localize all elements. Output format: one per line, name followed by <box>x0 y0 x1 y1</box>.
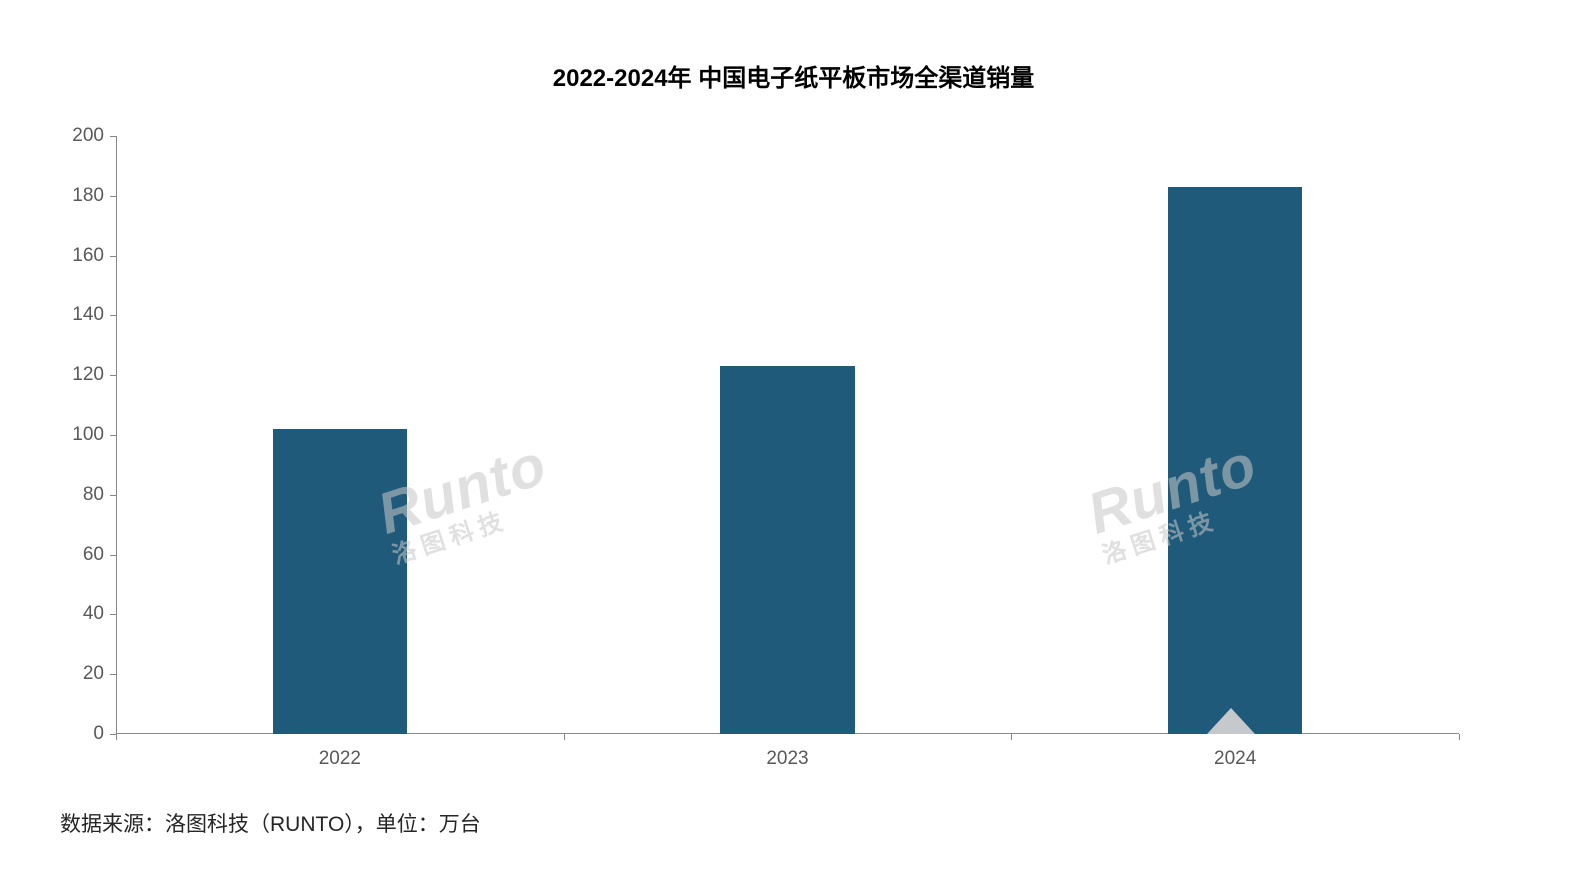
chart-plot-area: 020406080100120140160180200202220232024 <box>116 136 1459 734</box>
y-tick-mark <box>110 495 116 496</box>
y-axis-line <box>116 136 117 734</box>
x-tick-mark <box>116 734 117 740</box>
y-tick-mark <box>110 555 116 556</box>
source-note: 数据来源：洛图科技（RUNTO），单位：万台 <box>60 808 481 838</box>
x-tick-label: 2024 <box>1214 734 1256 770</box>
y-tick-mark <box>110 136 116 137</box>
y-tick-mark <box>110 435 116 436</box>
y-tick-mark <box>110 315 116 316</box>
chart-title: 2022-2024年 中国电子纸平板市场全渠道销量 <box>0 58 1587 93</box>
y-tick-mark <box>110 375 116 376</box>
x-tick-label: 2022 <box>319 734 361 770</box>
x-tick-label: 2023 <box>766 734 808 770</box>
x-tick-mark <box>1011 734 1012 740</box>
x-tick-mark <box>564 734 565 740</box>
y-tick-mark <box>110 256 116 257</box>
y-tick-mark <box>110 614 116 615</box>
bar <box>273 429 407 734</box>
y-tick-mark <box>110 674 116 675</box>
y-tick-mark <box>110 196 116 197</box>
scroll-arrow-icon <box>1207 708 1255 734</box>
x-tick-mark <box>1459 734 1460 740</box>
bar <box>720 366 854 734</box>
bar <box>1168 187 1302 734</box>
